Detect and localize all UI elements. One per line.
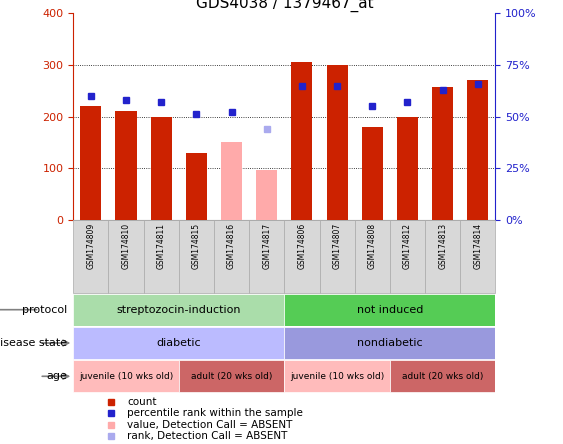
Bar — [461, 220, 495, 293]
Bar — [355, 220, 390, 293]
Text: GSM174811: GSM174811 — [157, 223, 166, 269]
Text: GSM174816: GSM174816 — [227, 223, 236, 269]
Text: disease state: disease state — [0, 338, 68, 348]
Bar — [284, 294, 495, 326]
Bar — [73, 327, 284, 359]
Text: value, Detection Call = ABSENT: value, Detection Call = ABSENT — [127, 420, 293, 430]
Text: percentile rank within the sample: percentile rank within the sample — [127, 408, 303, 418]
Bar — [221, 143, 242, 220]
Text: streptozocin-induction: streptozocin-induction — [117, 305, 241, 315]
Text: nondiabetic: nondiabetic — [357, 338, 423, 348]
Title: GDS4038 / 1379467_at: GDS4038 / 1379467_at — [195, 0, 373, 12]
Text: GSM174813: GSM174813 — [438, 223, 447, 269]
Bar — [397, 117, 418, 220]
Text: GSM174808: GSM174808 — [368, 223, 377, 269]
Text: protocol: protocol — [23, 305, 68, 315]
Text: GSM174807: GSM174807 — [333, 223, 342, 269]
Bar — [425, 220, 461, 293]
Bar — [390, 220, 425, 293]
Bar — [284, 220, 320, 293]
Bar — [73, 361, 179, 392]
Text: adult (20 wks old): adult (20 wks old) — [402, 372, 484, 381]
Text: juvenile (10 wks old): juvenile (10 wks old) — [290, 372, 384, 381]
Bar — [115, 111, 137, 220]
Text: GSM174812: GSM174812 — [403, 223, 412, 269]
Bar — [214, 220, 249, 293]
Bar — [362, 127, 383, 220]
Text: adult (20 wks old): adult (20 wks old) — [191, 372, 272, 381]
Bar — [327, 65, 347, 220]
Text: juvenile (10 wks old): juvenile (10 wks old) — [79, 372, 173, 381]
Text: GSM174814: GSM174814 — [473, 223, 482, 269]
Text: GSM174815: GSM174815 — [192, 223, 201, 269]
Text: not induced: not induced — [357, 305, 423, 315]
Bar — [80, 106, 101, 220]
Bar — [320, 220, 355, 293]
Text: age: age — [47, 371, 68, 381]
Bar — [108, 220, 144, 293]
Bar — [390, 361, 495, 392]
Bar — [186, 153, 207, 220]
Text: rank, Detection Call = ABSENT: rank, Detection Call = ABSENT — [127, 431, 288, 441]
Bar — [292, 62, 312, 220]
Text: GSM174810: GSM174810 — [122, 223, 131, 269]
Bar — [432, 87, 453, 220]
Bar — [73, 294, 284, 326]
Bar — [467, 80, 488, 220]
Bar — [179, 361, 284, 392]
Bar — [256, 170, 277, 220]
Bar — [151, 117, 172, 220]
Text: GSM174809: GSM174809 — [86, 223, 95, 269]
Bar — [284, 361, 390, 392]
Text: diabetic: diabetic — [157, 338, 201, 348]
Text: count: count — [127, 397, 157, 407]
Text: GSM174806: GSM174806 — [297, 223, 306, 269]
Text: GSM174817: GSM174817 — [262, 223, 271, 269]
Bar — [73, 220, 108, 293]
Bar — [249, 220, 284, 293]
Bar — [284, 327, 495, 359]
Bar — [179, 220, 214, 293]
Bar — [144, 220, 179, 293]
